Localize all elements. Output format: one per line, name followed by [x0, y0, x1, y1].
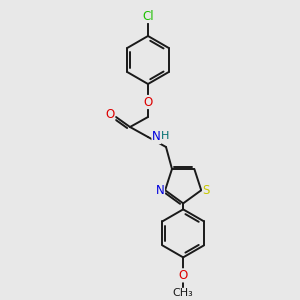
Text: Cl: Cl — [142, 10, 154, 22]
Text: CH₃: CH₃ — [173, 288, 194, 298]
Text: N: N — [152, 130, 161, 143]
Text: H: H — [161, 131, 170, 141]
Text: N: N — [156, 184, 164, 197]
Text: O: O — [105, 109, 115, 122]
Text: O: O — [178, 269, 188, 282]
Text: S: S — [202, 184, 210, 197]
Text: O: O — [143, 95, 153, 109]
